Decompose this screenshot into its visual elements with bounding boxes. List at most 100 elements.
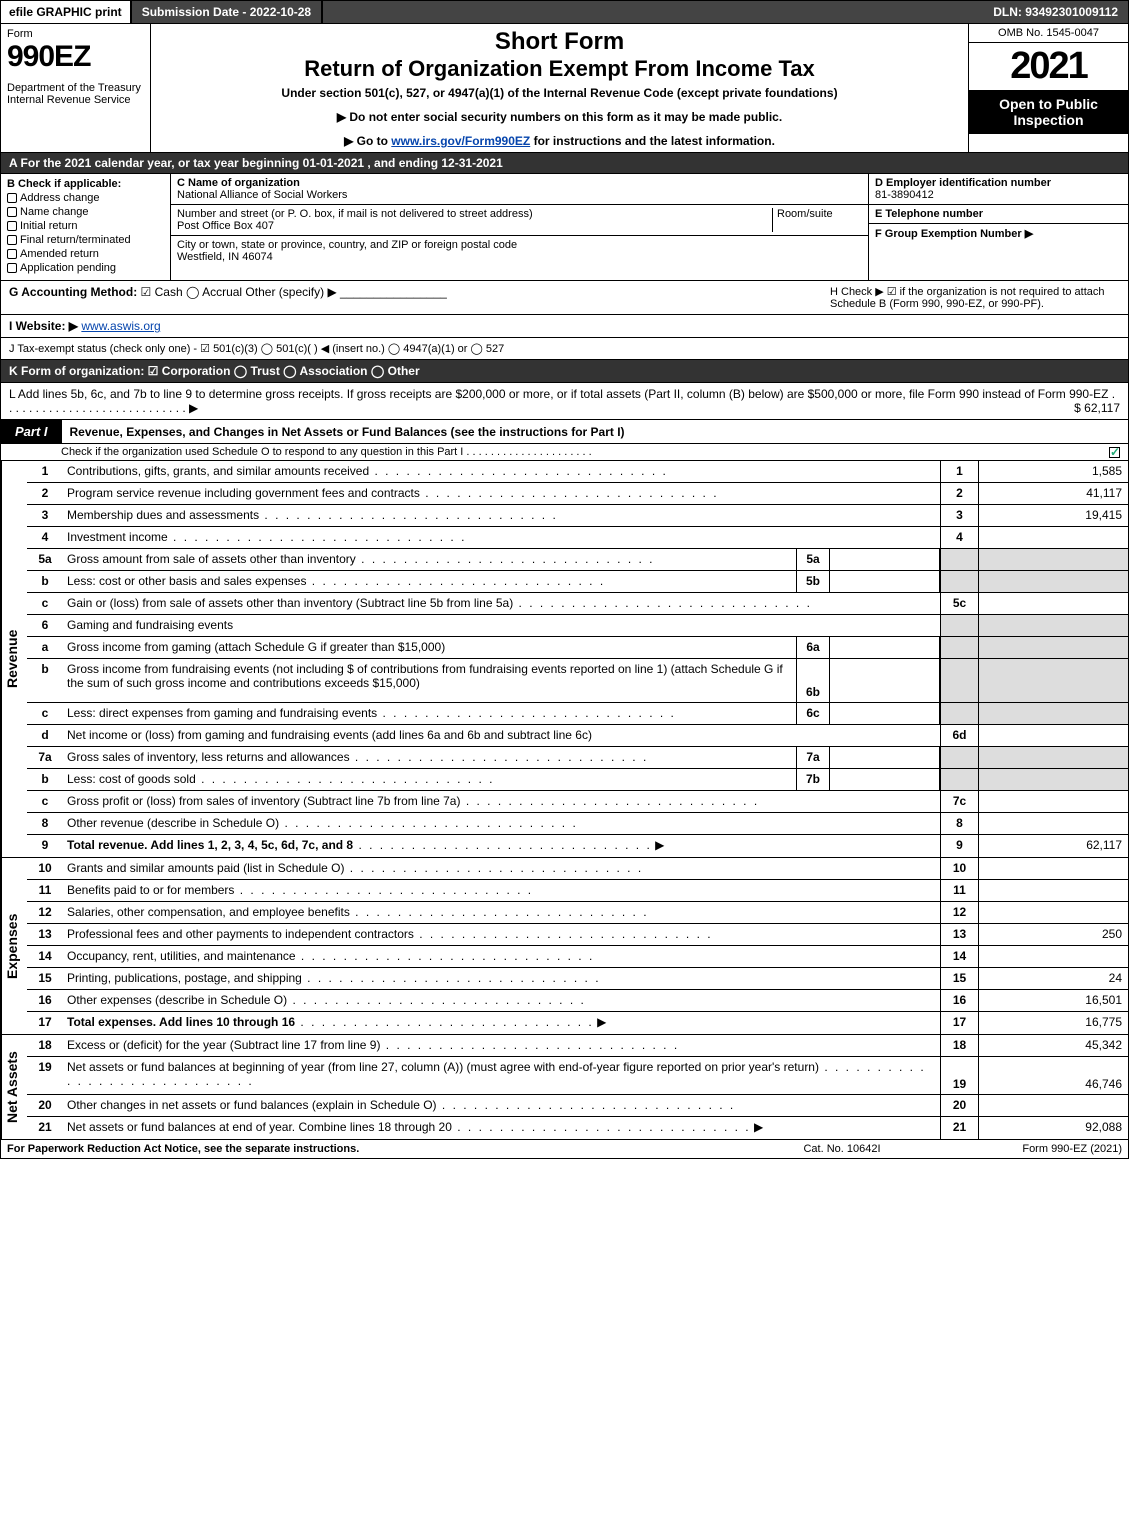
goto-pre: ▶ Go to xyxy=(344,134,391,148)
irs-link[interactable]: www.irs.gov/Form990EZ xyxy=(391,134,530,148)
row-k-form-org: K Form of organization: ☑ Corporation ◯ … xyxy=(0,360,1129,383)
line-6a-mn: 6a xyxy=(796,637,830,658)
line-5a-num: 5a xyxy=(27,549,63,570)
line-6-rn xyxy=(940,615,978,636)
line-13-num: 13 xyxy=(27,924,63,945)
line-5b-mv xyxy=(830,571,940,592)
line-5a-rn xyxy=(940,549,978,570)
line-19-rn: 19 xyxy=(940,1057,978,1094)
chk-address-change[interactable]: Address change xyxy=(7,192,164,204)
header-left: Form 990EZ Department of the Treasury In… xyxy=(1,24,151,152)
line-18-rn: 18 xyxy=(940,1035,978,1056)
line-5c-value xyxy=(978,593,1128,614)
line-12-rn: 12 xyxy=(940,902,978,923)
row-l-text: L Add lines 5b, 6c, and 7b to line 9 to … xyxy=(9,387,1115,415)
dept-label: Department of the Treasury Internal Reve… xyxy=(7,82,144,106)
line-8-value xyxy=(978,813,1128,834)
chk-initial-return[interactable]: Initial return xyxy=(7,220,164,232)
line-8-num: 8 xyxy=(27,813,63,834)
line-7c-num: c xyxy=(27,791,63,812)
schedule-o-checkbox[interactable] xyxy=(1109,447,1120,458)
line-5a-value xyxy=(978,549,1128,570)
line-7a-num: 7a xyxy=(27,747,63,768)
revenue-side-label: Revenue xyxy=(1,461,27,857)
omb-number: OMB No. 1545-0047 xyxy=(969,24,1128,43)
line-5b-num: b xyxy=(27,571,63,592)
line-16-value: 16,501 xyxy=(978,990,1128,1011)
org-name-value: National Alliance of Social Workers xyxy=(177,189,347,201)
line-7b-rn xyxy=(940,769,978,790)
line-7b-value xyxy=(978,769,1128,790)
line-7b-desc: Less: cost of goods sold xyxy=(67,772,196,786)
line-16-rn: 16 xyxy=(940,990,978,1011)
line-9-desc: Total revenue. Add lines 1, 2, 3, 4, 5c,… xyxy=(67,838,353,852)
chk-amended-return[interactable]: Amended return xyxy=(7,248,164,260)
line-3-value: 19,415 xyxy=(978,505,1128,526)
line-13-rn: 13 xyxy=(940,924,978,945)
footer-form-ref: Form 990-EZ (2021) xyxy=(942,1143,1122,1155)
line-7c-desc: Gross profit or (loss) from sales of inv… xyxy=(67,794,460,808)
line-6b-mn: 6b xyxy=(796,659,830,702)
form-header: Form 990EZ Department of the Treasury In… xyxy=(0,24,1129,153)
line-15-num: 15 xyxy=(27,968,63,989)
line-7c-value xyxy=(978,791,1128,812)
line-15-value: 24 xyxy=(978,968,1128,989)
line-6d-num: d xyxy=(27,725,63,746)
net-assets-side-label: Net Assets xyxy=(1,1035,27,1139)
line-20-rn: 20 xyxy=(940,1095,978,1116)
line-9-value: 62,117 xyxy=(978,835,1128,857)
line-5c-num: c xyxy=(27,593,63,614)
line-11-num: 11 xyxy=(27,880,63,901)
line-16-desc: Other expenses (describe in Schedule O) xyxy=(67,993,287,1007)
line-20-num: 20 xyxy=(27,1095,63,1116)
line-6c-rn xyxy=(940,703,978,724)
line-2-rn: 2 xyxy=(940,483,978,504)
line-11-desc: Benefits paid to or for members xyxy=(67,883,234,897)
chk-name-change[interactable]: Name change xyxy=(7,206,164,218)
chk-application-pending[interactable]: Application pending xyxy=(7,262,164,274)
goto-post: for instructions and the latest informat… xyxy=(530,134,775,148)
header-center: Short Form Return of Organization Exempt… xyxy=(151,24,968,152)
line-4-rn: 4 xyxy=(940,527,978,548)
tax-year: 2021 xyxy=(969,43,1128,90)
line-18-value: 45,342 xyxy=(978,1035,1128,1056)
expenses-side-label: Expenses xyxy=(1,858,27,1034)
line-4-desc: Investment income xyxy=(67,530,168,544)
website-link[interactable]: www.aswis.org xyxy=(81,319,160,333)
website-label: I Website: ▶ xyxy=(9,319,78,333)
line-7b-num: b xyxy=(27,769,63,790)
line-6c-mn: 6c xyxy=(796,703,830,724)
line-5c-rn: 5c xyxy=(940,593,978,614)
line-7b-mv xyxy=(830,769,940,790)
line-6c-desc: Less: direct expenses from gaming and fu… xyxy=(67,706,377,720)
line-5a-mn: 5a xyxy=(796,549,830,570)
line-5b-value xyxy=(978,571,1128,592)
return-title: Return of Organization Exempt From Incom… xyxy=(159,56,960,82)
line-7a-mv xyxy=(830,747,940,768)
line-6c-value xyxy=(978,703,1128,724)
line-6a-num: a xyxy=(27,637,63,658)
city-value: Westfield, IN 46074 xyxy=(177,251,273,263)
line-19-desc: Net assets or fund balances at beginning… xyxy=(67,1060,819,1074)
line-17-value: 16,775 xyxy=(978,1012,1128,1034)
chk-final-return[interactable]: Final return/terminated xyxy=(7,234,164,246)
street-label: Number and street (or P. O. box, if mail… xyxy=(177,208,533,220)
line-5a-desc: Gross amount from sale of assets other t… xyxy=(67,552,356,566)
footer-paperwork-notice: For Paperwork Reduction Act Notice, see … xyxy=(7,1143,742,1155)
line-14-desc: Occupancy, rent, utilities, and maintena… xyxy=(67,949,296,963)
line-6d-value xyxy=(978,725,1128,746)
line-2-value: 41,117 xyxy=(978,483,1128,504)
footer-cat-no: Cat. No. 10642I xyxy=(742,1143,942,1155)
line-7a-desc: Gross sales of inventory, less returns a… xyxy=(67,750,350,764)
line-2-desc: Program service revenue including govern… xyxy=(67,486,420,500)
line-7a-value xyxy=(978,747,1128,768)
accounting-method-options: ☑ Cash ◯ Accrual Other (specify) ▶ xyxy=(141,285,337,299)
short-form-title: Short Form xyxy=(159,28,960,56)
topbar-spacer xyxy=(323,1,983,23)
line-6a-mv xyxy=(830,637,940,658)
line-5a-mv xyxy=(830,549,940,570)
line-6b-value xyxy=(978,659,1128,702)
part-i-sub: Check if the organization used Schedule … xyxy=(0,444,1129,461)
line-19-value: 46,746 xyxy=(978,1057,1128,1094)
line-10-num: 10 xyxy=(27,858,63,879)
